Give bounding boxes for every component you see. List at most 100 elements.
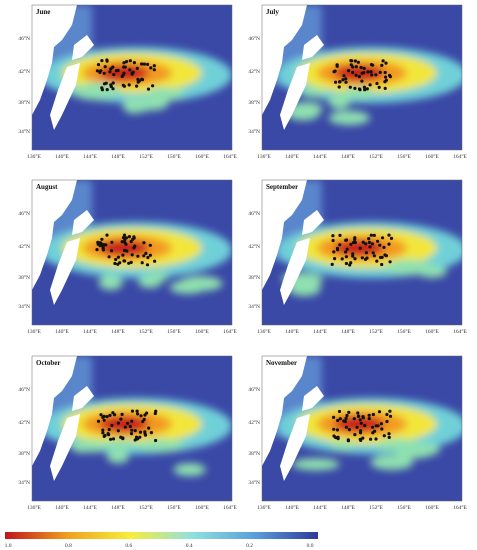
fishing-point	[353, 257, 357, 261]
fishing-point	[100, 59, 104, 63]
fishing-point	[102, 414, 106, 418]
fishing-point	[106, 432, 110, 436]
fishing-point	[101, 428, 105, 432]
fishing-point	[358, 246, 362, 250]
fishing-point	[332, 415, 336, 419]
lat-tick-label: 34°N	[248, 128, 260, 135]
panel-title: July	[266, 8, 279, 16]
fishing-point	[350, 59, 354, 63]
heat-patch	[300, 86, 327, 98]
fishing-point	[342, 419, 346, 423]
fishing-point	[380, 262, 384, 267]
fishing-point	[130, 419, 134, 423]
fishing-point	[359, 65, 363, 70]
fishing-point	[360, 71, 364, 75]
lat-tick-label: 38°N	[248, 99, 260, 106]
lon-tick-label: 144°E	[313, 153, 327, 160]
fishing-point	[347, 410, 351, 414]
fishing-point	[364, 251, 368, 255]
fishing-point	[136, 254, 140, 258]
fishing-point	[135, 84, 139, 88]
lon-tick-label: 164°E	[223, 153, 237, 160]
fishing-point	[153, 259, 157, 263]
fishing-point	[116, 262, 120, 266]
fishing-point	[383, 86, 387, 90]
fishing-point	[374, 437, 378, 441]
fishing-point	[344, 80, 348, 84]
fishing-point	[332, 250, 336, 254]
fishing-point	[347, 69, 351, 73]
fishing-point	[385, 419, 389, 424]
fishing-point	[375, 81, 379, 86]
fishing-point	[144, 251, 148, 255]
fishing-point	[388, 414, 393, 418]
fishing-point	[344, 261, 348, 266]
lon-tick-label: 156°E	[167, 328, 181, 335]
lon-tick-label: 148°E	[341, 328, 355, 335]
fishing-point	[122, 71, 126, 75]
fishing-point	[332, 70, 336, 74]
lon-tick-label: 152°E	[369, 328, 383, 335]
fishing-point	[100, 237, 104, 241]
land	[32, 356, 77, 466]
fishing-point	[383, 70, 387, 75]
heat-patch	[289, 102, 323, 114]
lon-tick-label: 152°E	[139, 153, 153, 160]
fishing-point	[133, 438, 137, 442]
fishing-point	[361, 240, 365, 244]
fishing-point	[364, 242, 368, 246]
fishing-point	[344, 255, 348, 259]
heat	[277, 222, 462, 297]
heat-core	[99, 416, 149, 432]
fishing-point	[332, 427, 336, 431]
lon-tick-label: 164°E	[223, 328, 237, 335]
fishing-point	[388, 73, 392, 77]
lon-tick-label: 160°E	[425, 153, 439, 160]
fishing-point	[346, 439, 350, 443]
land	[32, 180, 77, 290]
fishing-point	[385, 412, 389, 417]
fishing-point	[137, 79, 141, 83]
lat-tick-label: 42°N	[248, 243, 260, 250]
fishing-point	[129, 260, 133, 264]
fishing-point	[362, 66, 366, 70]
map-panel: October 46°N 42°N 38°N 34°N 136°E 140°E 144°E 14…	[18, 355, 238, 511]
land	[32, 5, 77, 115]
map-body	[262, 356, 462, 501]
fishing-point	[389, 236, 394, 240]
fishing-point	[128, 424, 132, 429]
lon-tick-label: 140°E	[285, 153, 299, 160]
lat-tick-label: 34°N	[248, 479, 260, 486]
panel-border	[261, 4, 463, 151]
land	[72, 210, 94, 235]
fishing-point	[357, 75, 361, 79]
heat-patch	[99, 439, 140, 450]
fishing-point	[139, 414, 143, 418]
fishing-point	[380, 255, 384, 259]
heat-patch	[328, 110, 371, 126]
fishing-point	[116, 421, 120, 425]
fishing-point	[136, 412, 140, 416]
fishing-point	[109, 437, 113, 441]
lat-tick-label: 38°N	[18, 99, 30, 106]
fishing-point	[146, 87, 151, 91]
heat	[42, 222, 232, 294]
colorbar-label: 1.0	[5, 543, 12, 549]
fishing-point	[340, 257, 344, 261]
fishing-point	[384, 61, 388, 65]
fishing-point	[142, 254, 146, 258]
fishing-point	[140, 77, 144, 81]
fishing-point	[122, 61, 126, 65]
heat-patch	[136, 438, 185, 453]
fishing-point	[123, 248, 127, 253]
lon-tick-label: 144°E	[313, 328, 327, 335]
panel-title: August	[36, 183, 58, 191]
fishing-point	[336, 437, 340, 441]
fishing-point	[127, 83, 131, 87]
fishing-point	[136, 437, 140, 441]
lon-tick-label: 136°E	[257, 328, 271, 335]
fishing-point	[98, 241, 102, 245]
fishing-point	[334, 435, 338, 440]
fishing-point	[359, 421, 363, 425]
fishing-point	[371, 425, 375, 429]
